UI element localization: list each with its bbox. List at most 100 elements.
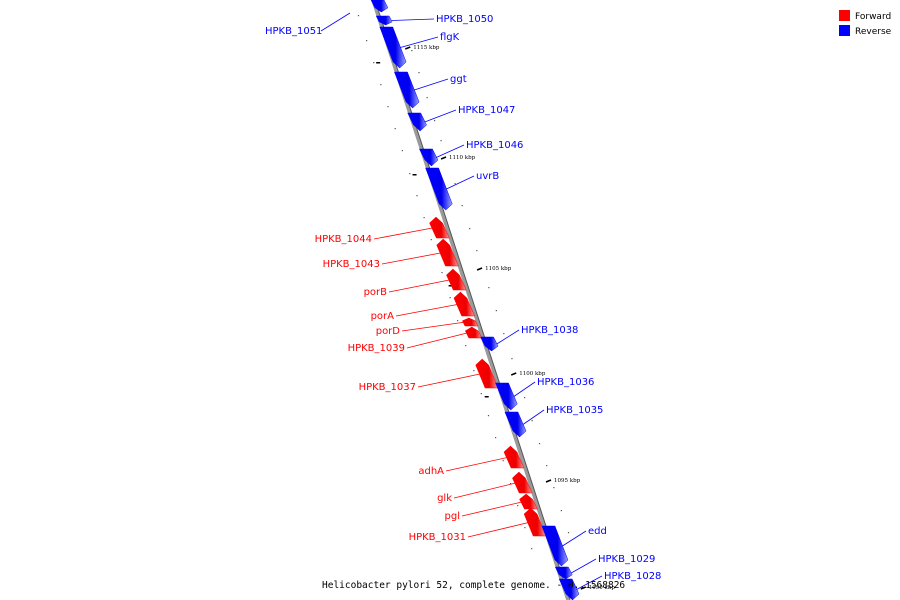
tick-label: 1090 kbp	[589, 585, 616, 591]
gene-label-glk[interactable]: glk	[437, 493, 452, 504]
gene-label-hpkb_1038[interactable]: HPKB_1038	[521, 325, 578, 336]
gene-label-hpkb_1046[interactable]: HPKB_1046	[466, 140, 523, 151]
backbone-dot	[416, 195, 418, 197]
backbone-dot	[401, 150, 403, 152]
backbone-dot	[418, 72, 420, 74]
gene-leader-line	[453, 482, 518, 499]
gene-arrow-hpkb_1047[interactable]	[407, 112, 427, 132]
gene-leader-line	[522, 409, 545, 425]
backbone-minor-tick	[412, 174, 417, 176]
genome-caption: Helicobacter pylori 52, complete genome.…	[322, 580, 625, 591]
backbone-minor-tick	[376, 62, 381, 64]
gene-label-hpkb_1043[interactable]: HPKB_1043	[323, 259, 380, 270]
gene-leader-line	[576, 575, 603, 590]
gene-arrow-hpkb_1035[interactable]	[504, 411, 527, 438]
gene-arrow-hpkb_1038[interactable]	[480, 336, 499, 352]
gene-leader-line	[424, 109, 457, 123]
backbone-minor-tick	[448, 285, 453, 287]
gene-label-hpkb_1047[interactable]: HPKB_1047	[458, 105, 515, 116]
gene-arrow-hpkb_1037[interactable]	[475, 358, 499, 389]
gene-leader-line	[467, 521, 531, 538]
tick-mark	[404, 46, 411, 50]
gene-leader-line	[445, 456, 510, 472]
backbone-dot	[423, 217, 425, 219]
gene-leader-line	[414, 78, 449, 91]
backbone-dot	[387, 106, 389, 108]
gene-leader-line	[406, 332, 470, 349]
backbone-dot	[511, 358, 513, 360]
gene-label-hpkb_1036[interactable]: HPKB_1036	[537, 377, 594, 388]
backbone-dot	[495, 437, 497, 439]
gene-leader-line	[461, 501, 525, 517]
gene-label-ggt[interactable]: ggt	[450, 74, 467, 85]
gene-arrow-edd[interactable]	[541, 525, 569, 567]
gene-arrow-hpkb_1043[interactable]	[436, 238, 459, 267]
gene-arrow-uvrb[interactable]	[425, 167, 453, 211]
gene-arrow-hpkb_1031[interactable]	[523, 507, 547, 537]
gene-label-pora[interactable]: porA	[371, 311, 395, 322]
legend-label-forward: Forward	[855, 12, 891, 22]
gene-label-hpkb_1029[interactable]: HPKB_1029	[598, 554, 655, 565]
gene-label-hpkb_1039[interactable]: HPKB_1039	[348, 343, 405, 354]
gene-leader-line	[446, 175, 475, 190]
gene-arrow-pora[interactable]	[453, 291, 476, 317]
tick-label: 1105 kbp	[485, 266, 512, 272]
gene-label-pord[interactable]: porD	[376, 326, 401, 337]
gene-label-edd[interactable]: edd	[588, 526, 607, 537]
gene-arrow-hpkb_1050[interactable]	[375, 15, 393, 26]
legend-swatch-reverse	[839, 25, 850, 36]
gene-leader-line	[388, 279, 452, 293]
backbone-dot	[380, 84, 382, 86]
gene-arrow-hpkb_1046[interactable]	[419, 148, 439, 167]
backbone-dot	[357, 15, 360, 17]
gene-arrow-flgk[interactable]	[379, 26, 407, 69]
gene-arrow-adha[interactable]	[503, 445, 525, 469]
backbone-dot	[411, 50, 413, 52]
gene-arrow-pord[interactable]	[462, 317, 479, 327]
backbone-dot	[394, 128, 396, 130]
backbone-dot	[495, 310, 497, 312]
backbone-dot	[567, 532, 570, 534]
backbone-dot	[461, 205, 463, 207]
gene-label-hpkb_1031[interactable]: HPKB_1031	[409, 532, 466, 543]
gene-arrow-hpkb_1051[interactable]	[370, 0, 389, 13]
tick-mark	[545, 479, 552, 483]
legend-label-reverse: Reverse	[855, 27, 892, 37]
tick-label: 1100 kbp	[519, 371, 546, 377]
gene-label-hpkb_1051[interactable]: HPKB_1051	[265, 26, 322, 37]
gene-label-uvrb[interactable]: uvrB	[476, 171, 499, 182]
gene-label-porb[interactable]: porB	[364, 287, 388, 298]
gene-leader-line	[401, 321, 466, 332]
gene-arrow-hpkb_1029[interactable]	[554, 566, 573, 580]
gene-arrow-hpkb_1044[interactable]	[429, 216, 450, 239]
gene-label-hpkb_1028[interactable]: HPKB_1028	[604, 571, 661, 582]
gene-label-hpkb_1035[interactable]: HPKB_1035	[546, 405, 603, 416]
backbone-dot	[440, 140, 442, 142]
backbone-dot	[560, 510, 562, 512]
backbone-dot	[476, 250, 478, 252]
gene-label-hpkb_1050[interactable]: HPKB_1050	[436, 14, 493, 25]
backbone-dot	[441, 272, 443, 274]
gene-leader-line	[436, 144, 465, 158]
gene-arrow-hpkb_1036[interactable]	[495, 382, 518, 411]
gene-arrow-porb[interactable]	[446, 268, 467, 291]
gene-label-pgl[interactable]: pgl	[445, 511, 460, 522]
gene-label-flgk[interactable]: flgK	[440, 32, 460, 43]
gene-label-hpkb_1044[interactable]: HPKB_1044	[315, 234, 372, 245]
backbone-dot	[449, 297, 451, 299]
gene-arrow-hpkb_1039[interactable]	[464, 326, 483, 339]
gene-arrow-hpkb_1028[interactable]	[558, 578, 580, 600]
legend-swatch-forward	[839, 10, 850, 21]
legend: Forward Reverse	[839, 10, 892, 37]
tick-mark	[440, 156, 447, 160]
backbone-dot	[409, 173, 411, 175]
gene-leader-line	[571, 558, 597, 574]
gene-label-adha[interactable]: adhA	[418, 466, 444, 477]
backbone-dot	[503, 333, 505, 335]
gene-label-hpkb_1037[interactable]: HPKB_1037	[359, 382, 416, 393]
gene-leader-line	[395, 303, 460, 317]
tick-mark	[476, 267, 483, 271]
gene-arrow-ggt[interactable]	[394, 71, 420, 109]
gene-arrow-glk[interactable]	[512, 471, 533, 494]
